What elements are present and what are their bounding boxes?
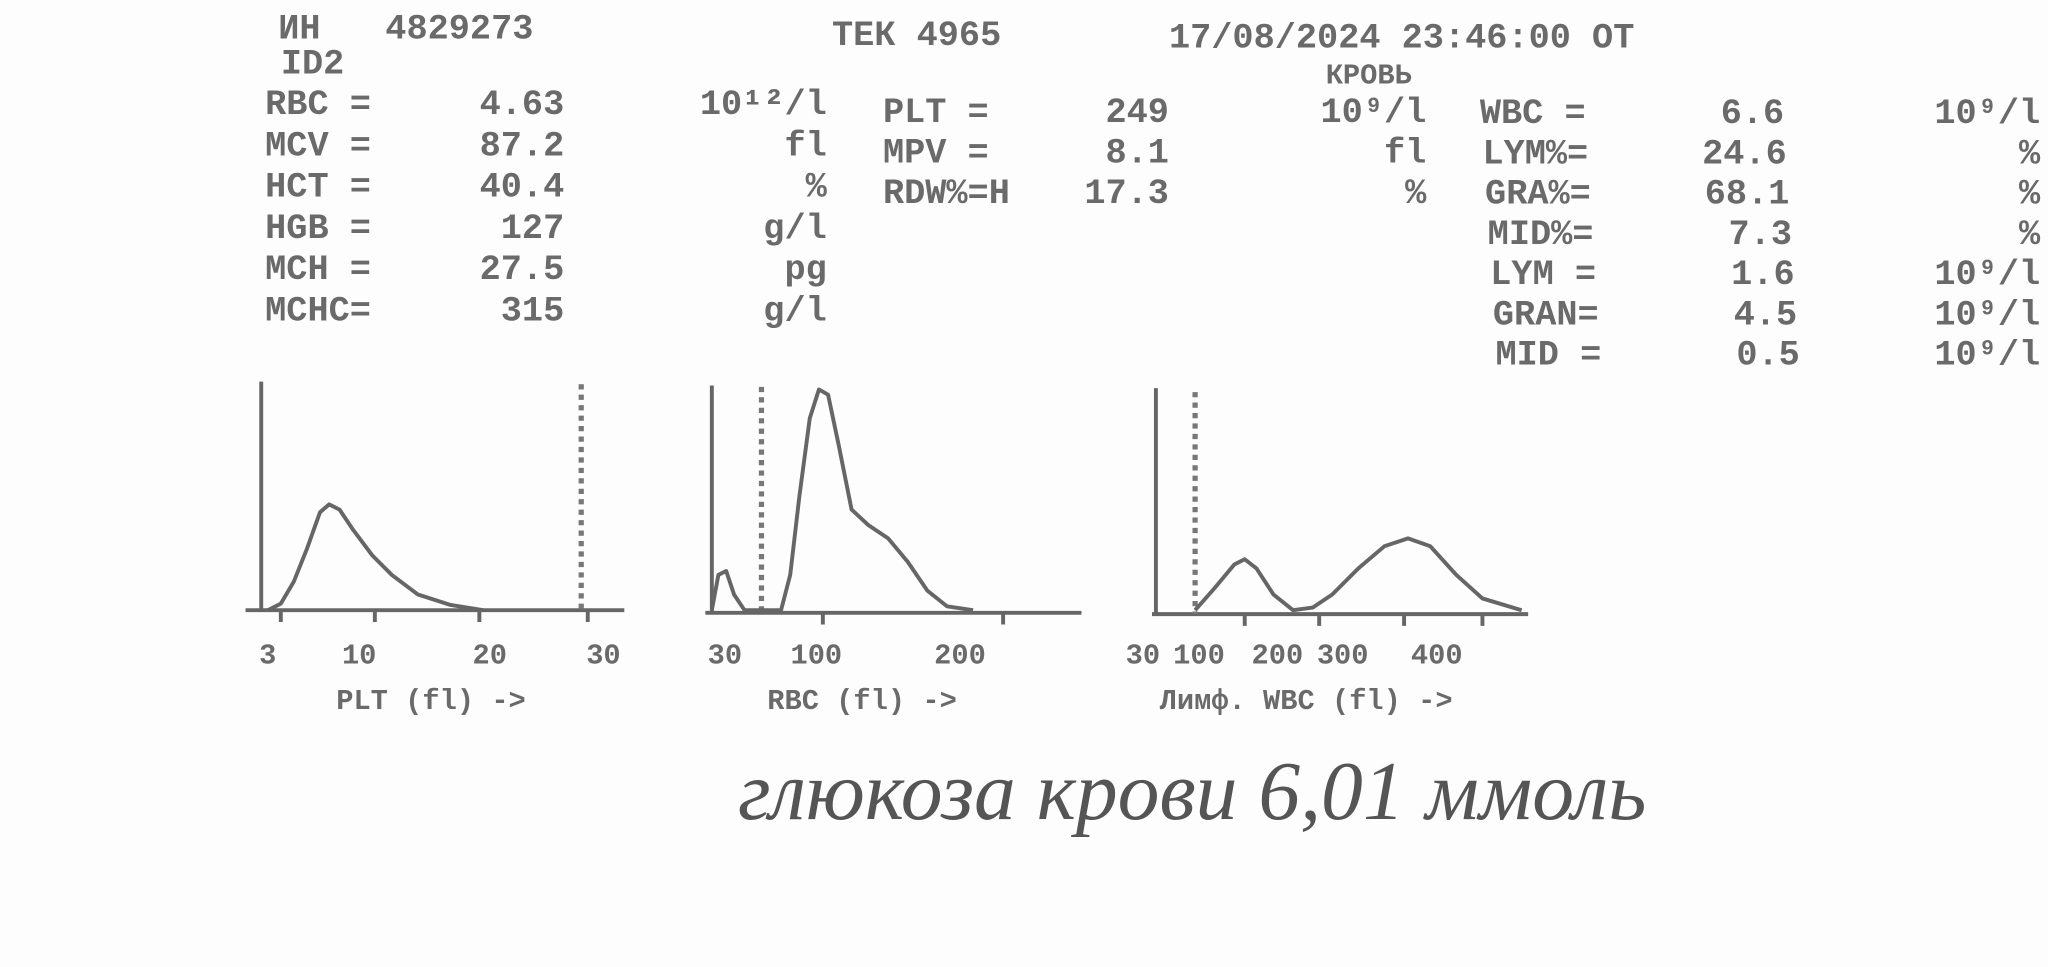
device: ТЕК 4965 [832,16,1001,56]
handwritten-note: глюкоза крови 6,01 ммоль [738,746,1646,838]
row-unit: 10¹²/l [700,85,827,125]
row-name: GRA%= [1485,175,1591,215]
row-name: MCHC= [265,291,371,331]
row-unit: fl [784,126,826,166]
row-value: 0.5 [1736,336,1799,376]
row-unit: % [2019,215,2041,255]
row-name: LYM = [1490,255,1596,295]
row-value: 27.5 [480,250,565,290]
row-name: PLT = [883,93,989,133]
row-unit: fl [1384,133,1426,173]
row-value: 68.1 [1705,175,1790,215]
row-unit: 10⁹/l [1934,336,2040,376]
rbc-histogram [705,385,1082,625]
patient-id: 4829273 [385,9,533,49]
row-value: 4.5 [1734,295,1797,335]
row-name: HCT = [265,168,371,208]
row-unit: g/l [763,291,826,331]
row-name: RBC = [265,85,371,125]
row-value: 127 [501,209,564,249]
row-name: HGB = [265,209,371,249]
row-name: RDW%=H [883,174,1010,214]
x-tick-label: 100 [790,640,842,673]
row-name: GRAN= [1493,295,1599,335]
x-tick-label: 200 [1252,640,1304,673]
axes [705,385,1082,625]
row-value: 1.6 [1731,255,1794,295]
row-name: WBC = [1480,94,1586,134]
axes [1152,388,1529,626]
x-tick-label: 30 [708,640,742,673]
x-tick-label: 3 [259,640,276,673]
id-label: ИН [278,9,320,49]
row-unit: 10⁹/l [1934,94,2040,134]
row-unit: pg [784,250,826,290]
x-tick-label: 20 [473,640,507,673]
x-tick-label: 30 [1126,640,1160,673]
row-name: MID%= [1488,215,1594,255]
row-unit: g/l [763,209,826,249]
wbc-histogram [1152,388,1529,626]
x-tick-label: 200 [934,640,986,673]
curve [266,502,484,613]
row-unit: 10⁹/l [1321,93,1427,133]
axis-label: Лимф. WBC (fl) -> [1160,685,1453,718]
row-name: MCV = [265,126,371,166]
row-unit: 10⁹/l [1934,255,2040,295]
row-value: 40.4 [480,168,565,208]
row-value: 4.63 [480,85,565,125]
row-value: 7.3 [1729,215,1792,255]
x-tick-label: 100 [1173,640,1225,673]
row-unit: % [806,168,828,208]
x-tick-label: 30 [586,640,620,673]
row-name: MCH = [265,250,371,290]
row-unit: 10⁹/l [1934,295,2040,335]
row-value: 315 [501,291,564,331]
x-tick-label: 10 [342,640,376,673]
curve [709,387,974,613]
row-unit: % [2019,134,2041,174]
row-name: MPV = [883,133,989,173]
row-value: 6.6 [1721,94,1784,134]
plt-histogram [245,381,625,622]
axis-label: RBC (fl) -> [767,685,957,718]
row-unit: % [2019,175,2041,215]
row-value: 17.3 [1084,174,1169,214]
curve [1193,536,1523,613]
row-unit: % [1405,174,1427,214]
x-tick-label: 400 [1411,640,1463,673]
row-value: 8.1 [1106,133,1169,173]
row-value: 24.6 [1702,134,1787,174]
axes [245,381,625,622]
row-value: 87.2 [480,126,565,166]
row-name: LYM%= [1482,134,1588,174]
sample: КРОВЬ [1326,60,1412,93]
axis-label: PLT (fl) -> [336,685,526,718]
datetime: 17/08/2024 23:46:00 ОТ [1169,18,1634,58]
id2: ID2 [281,45,344,85]
x-tick-label: 300 [1317,640,1369,673]
row-name: MID = [1496,336,1602,376]
row-value: 249 [1106,93,1169,133]
